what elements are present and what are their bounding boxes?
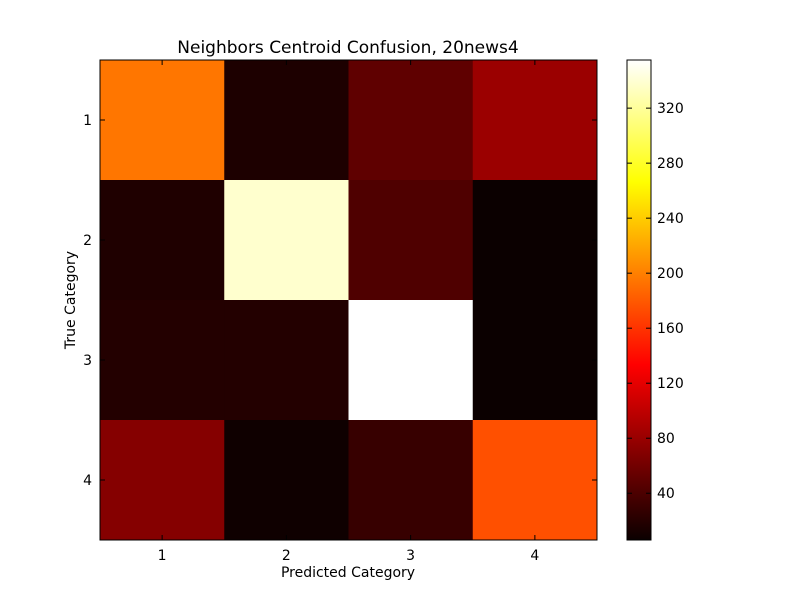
heatmap-cell xyxy=(224,180,349,301)
colorbar xyxy=(626,59,652,541)
plot-frame xyxy=(99,59,598,541)
colorbar-tick-label: 120 xyxy=(657,376,684,392)
heatmap-cell xyxy=(472,60,598,181)
y-tick-label: 3 xyxy=(83,353,92,369)
colorbar-tick-label: 200 xyxy=(657,266,684,282)
y-axis-label: True Category xyxy=(63,251,79,350)
colorbar-ticks: 40 80 120 160 200 240 280 320 xyxy=(627,101,684,502)
heatmap-cell xyxy=(348,300,474,421)
heatmap-cell xyxy=(100,60,225,181)
heatmap-cell xyxy=(224,420,349,541)
y-axis-ticks: 1 2 3 4 xyxy=(83,113,597,489)
heatmap-cell xyxy=(348,420,474,541)
colorbar-tick-label: 160 xyxy=(657,321,684,337)
y-tick-label: 4 xyxy=(83,473,92,489)
heatmap-cell xyxy=(100,300,225,421)
colorbar-tick-label: 80 xyxy=(657,431,675,447)
heatmap-cell xyxy=(472,420,598,541)
x-tick-label: 2 xyxy=(282,548,291,564)
heatmap-cell xyxy=(224,60,349,181)
heatmap-cell xyxy=(100,180,225,301)
colorbar-tick-label: 280 xyxy=(657,156,684,172)
colorbar-tick-label: 320 xyxy=(657,101,684,117)
x-tick-label: 3 xyxy=(406,548,415,564)
heatmap-cell xyxy=(224,300,349,421)
x-tick-label: 1 xyxy=(158,548,167,564)
heatmap-cell xyxy=(100,420,225,541)
colorbar-tick-label: 40 xyxy=(657,486,675,502)
heatmap-cell xyxy=(348,60,474,181)
y-tick-label: 1 xyxy=(83,113,92,129)
y-tick-label: 2 xyxy=(83,233,92,249)
x-axis-label: Predicted Category xyxy=(281,565,415,581)
chart-title: Neighbors Centroid Confusion, 20news4 xyxy=(177,38,518,58)
heatmap-cells xyxy=(100,60,598,541)
heatmap-cell xyxy=(472,180,598,301)
x-axis-ticks: 1 2 3 4 xyxy=(158,60,539,564)
colorbar-tick-label: 240 xyxy=(657,211,684,227)
heatmap-cell xyxy=(348,180,474,301)
x-tick-label: 4 xyxy=(530,548,539,564)
heatmap-cell xyxy=(472,300,598,421)
